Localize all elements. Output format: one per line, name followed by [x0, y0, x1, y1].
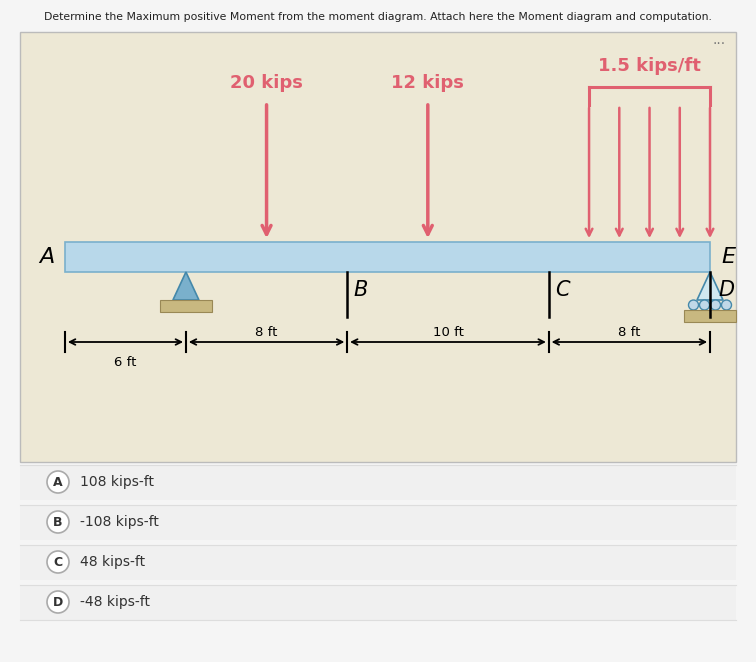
Bar — [160, 300, 212, 312]
Text: 8 ft: 8 ft — [618, 326, 640, 339]
Text: D: D — [53, 596, 63, 608]
Text: 6 ft: 6 ft — [114, 356, 137, 369]
Circle shape — [47, 551, 69, 573]
Text: D: D — [718, 280, 734, 300]
Circle shape — [47, 471, 69, 493]
Bar — [20, 504, 736, 540]
Text: B: B — [53, 516, 63, 528]
Text: ...: ... — [712, 33, 725, 47]
Text: -108 kips-ft: -108 kips-ft — [80, 515, 159, 529]
Text: 8 ft: 8 ft — [256, 326, 277, 339]
Text: 48 kips-ft: 48 kips-ft — [80, 555, 145, 569]
Circle shape — [699, 300, 709, 310]
FancyBboxPatch shape — [20, 32, 736, 462]
FancyBboxPatch shape — [65, 242, 710, 272]
Bar — [20, 545, 736, 579]
Text: C: C — [54, 555, 63, 569]
Bar — [684, 310, 736, 322]
Circle shape — [47, 511, 69, 533]
Text: E: E — [721, 247, 735, 267]
Text: 10 ft: 10 ft — [432, 326, 463, 339]
Polygon shape — [697, 272, 723, 300]
Text: B: B — [353, 280, 367, 300]
Circle shape — [689, 300, 699, 310]
Text: A: A — [53, 475, 63, 489]
Bar — [20, 585, 736, 620]
Bar — [20, 465, 736, 500]
Text: 108 kips-ft: 108 kips-ft — [80, 475, 154, 489]
Text: 20 kips: 20 kips — [230, 74, 303, 92]
Text: -48 kips-ft: -48 kips-ft — [80, 595, 150, 609]
Circle shape — [711, 300, 720, 310]
Polygon shape — [173, 272, 199, 300]
Circle shape — [721, 300, 732, 310]
Text: 1.5 kips/ft: 1.5 kips/ft — [598, 57, 701, 75]
Text: A: A — [39, 247, 54, 267]
Text: C: C — [555, 280, 569, 300]
Text: Determine the Maximum positive Moment from the moment diagram. Attach here the M: Determine the Maximum positive Moment fr… — [44, 12, 712, 22]
Circle shape — [47, 591, 69, 613]
Text: 12 kips: 12 kips — [392, 74, 464, 92]
